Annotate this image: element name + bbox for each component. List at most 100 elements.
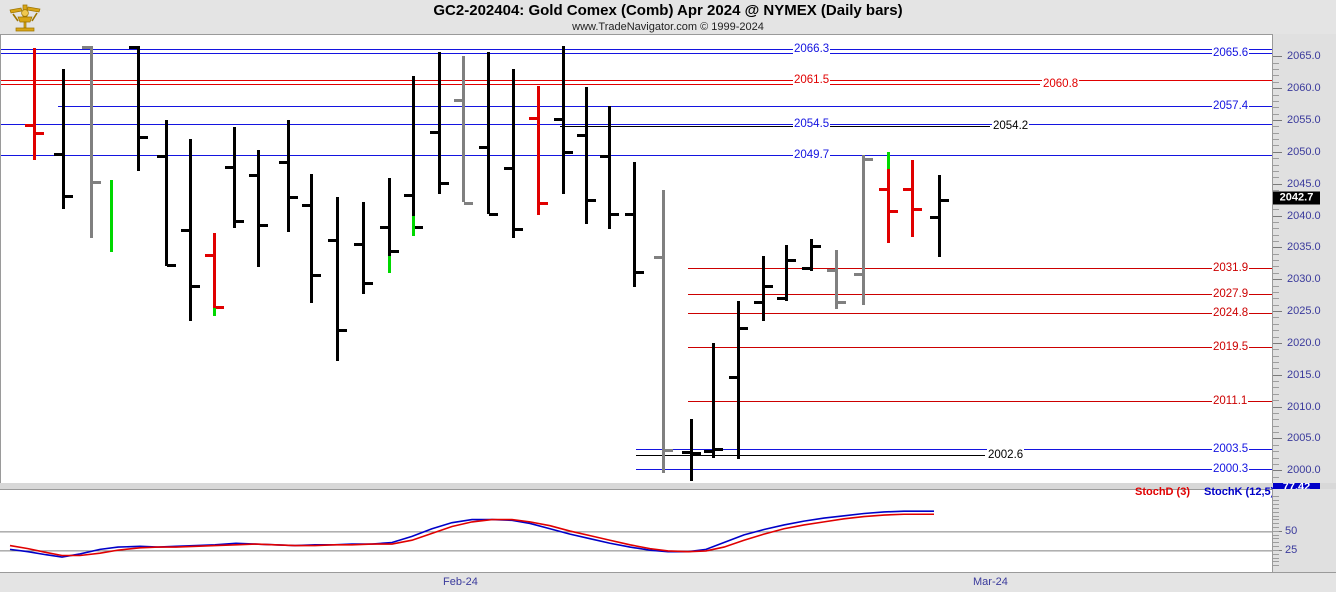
page-title: GC2-202404: Gold Comex (Comb) Apr 2024 @… — [433, 2, 903, 19]
stoch-k-value-badge: 77.42 — [1273, 483, 1320, 492]
stoch-axis-minor-tick — [1273, 538, 1279, 540]
ohlc-open-tick — [249, 174, 258, 178]
price-axis-label: 2035.0 — [1287, 241, 1321, 254]
ohlc-close-tick — [514, 227, 523, 231]
price-level-line — [688, 347, 1272, 349]
price-level-label: 2000.3 — [1212, 463, 1250, 476]
ohlc-close-tick — [364, 282, 373, 286]
ohlc-close-tick — [489, 213, 498, 217]
price-level-line — [0, 53, 1272, 55]
price-axis-minor-tick — [1273, 170, 1279, 172]
stoch-axis-minor-tick — [1273, 565, 1279, 567]
stoch-axis-label: 25 — [1285, 543, 1298, 556]
ohlc-bar — [213, 233, 216, 317]
stochastic-pane[interactable] — [0, 489, 1273, 573]
stoch-series-line — [9, 513, 934, 557]
stoch-k-legend[interactable]: StochK (12,5) — [1204, 486, 1275, 498]
ohlc-open-tick — [654, 255, 663, 259]
price-axis-tick — [1273, 151, 1282, 153]
ohlc-open-tick — [625, 213, 634, 217]
price-axis-minor-tick — [1273, 393, 1279, 395]
stoch-axis-minor-tick — [1273, 504, 1279, 506]
ohlc-bar — [537, 85, 540, 215]
ohlc-bar — [608, 106, 611, 230]
ohlc-bar — [233, 127, 236, 228]
stoch-axis-minor-tick — [1273, 557, 1279, 559]
stoch-d-legend[interactable]: StochD (3) — [1135, 486, 1190, 498]
ohlc-bar — [712, 343, 715, 458]
stochastic-axis[interactable]: 50 25 — [1272, 489, 1336, 572]
ohlc-open-tick — [879, 187, 888, 191]
date-axis[interactable]: Feb-24 Mar-24 — [0, 572, 1336, 592]
ohlc-open-tick — [25, 124, 34, 128]
price-axis-minor-tick — [1273, 323, 1279, 325]
ohlc-open-tick — [554, 117, 563, 121]
ohlc-bar — [462, 56, 465, 203]
price-axis-tick — [1273, 119, 1282, 121]
ohlc-close-tick — [635, 271, 644, 275]
price-axis-minor-tick — [1273, 107, 1279, 109]
price-axis-minor-tick — [1273, 260, 1279, 262]
ohlc-close-tick — [539, 201, 548, 205]
stoch-series-line — [9, 510, 934, 558]
price-level-line — [688, 313, 1272, 315]
ohlc-open-tick — [802, 267, 811, 271]
price-level-line — [636, 448, 1272, 450]
current-price-badge: 2042.7 — [1273, 191, 1320, 205]
ohlc-bar — [137, 45, 140, 172]
price-axis-minor-tick — [1273, 126, 1279, 128]
ohlc-bar — [90, 45, 93, 238]
ohlc-close-tick — [739, 326, 748, 330]
price-axis-minor-tick — [1273, 132, 1279, 134]
price-axis-minor-tick — [1273, 355, 1279, 357]
ohlc-open-tick — [181, 228, 190, 232]
ohlc-open-tick — [704, 449, 713, 453]
ohlc-open-tick — [529, 116, 538, 120]
price-axis-minor-tick — [1273, 451, 1279, 453]
stoch-axis-minor-tick — [1273, 507, 1279, 509]
price-chart-pane[interactable]: 2066.3 2061.5 2054.5 2049.7 2065.6 2060.8 2057… — [0, 34, 1273, 484]
price-axis-minor-tick — [1273, 425, 1279, 427]
ohlc-open-tick — [777, 297, 786, 301]
stoch-axis-minor-tick — [1273, 519, 1279, 521]
ohlc-open-tick — [577, 134, 586, 138]
price-level-line — [0, 84, 1040, 86]
price-level-label: 2054.2 — [992, 120, 1030, 133]
price-level-label: 2011.1 — [1212, 394, 1249, 407]
price-axis-minor-tick — [1273, 444, 1279, 446]
stoch-axis-minor-tick — [1273, 546, 1279, 548]
pane-left-border — [0, 34, 1, 572]
price-axis-minor-tick — [1273, 457, 1279, 459]
ohlc-close-tick — [664, 448, 673, 452]
ohlc-close-tick — [812, 244, 821, 248]
price-axis-label: 2010.0 — [1287, 400, 1321, 413]
price-axis-tick — [1273, 183, 1282, 185]
price-axis[interactable]: 2065.0 2060.0 2055.0 2050.0 2045.0 2040.0 2035… — [1272, 34, 1336, 497]
ohlc-open-tick — [302, 204, 311, 208]
ohlc-open-tick — [479, 146, 488, 150]
ohlc-close-tick — [259, 223, 268, 227]
price-axis-minor-tick — [1273, 209, 1279, 211]
price-axis-label: 2020.0 — [1287, 336, 1321, 349]
ohlc-open-tick — [129, 45, 138, 49]
price-axis-minor-tick — [1273, 81, 1279, 83]
pane-separator — [0, 483, 1336, 489]
stoch-axis-minor-tick — [1273, 549, 1279, 551]
price-axis-minor-tick — [1273, 94, 1279, 96]
price-level-line — [0, 79, 1272, 81]
price-axis-label: 2045.0 — [1287, 177, 1321, 190]
ohlc-bar — [438, 52, 441, 195]
price-axis-label: 2055.0 — [1287, 113, 1321, 126]
ohlc-bar — [737, 301, 740, 459]
ohlc-open-tick — [729, 375, 738, 379]
price-axis-tick — [1273, 470, 1282, 472]
price-level-label: 2002.6 — [987, 448, 1025, 461]
price-level-line — [560, 126, 990, 128]
price-axis-minor-tick — [1273, 75, 1279, 77]
price-axis-minor-tick — [1273, 298, 1279, 300]
ohlc-close-tick — [191, 285, 200, 289]
ohlc-bar — [887, 153, 890, 244]
ohlc-bar — [512, 69, 515, 239]
date-label-mar: Mar-24 — [973, 576, 1008, 588]
